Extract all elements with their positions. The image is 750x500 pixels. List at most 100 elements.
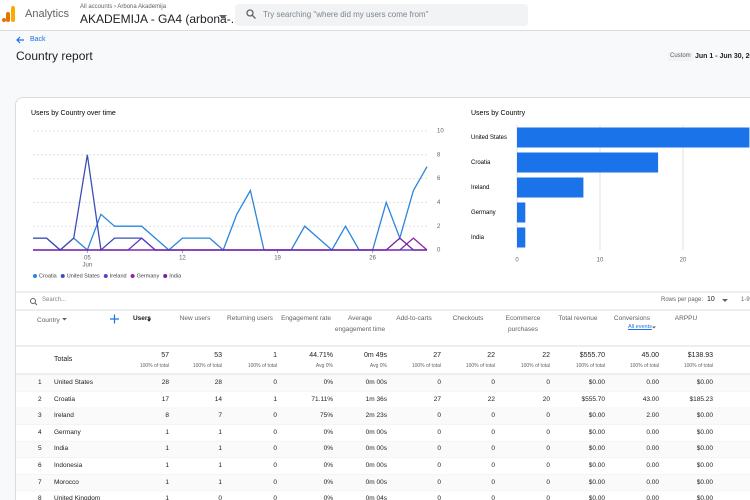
country-cell[interactable]: Ireland: [54, 412, 74, 420]
cell: 0: [273, 428, 277, 436]
row: [16, 441, 750, 458]
totals-value: $138.93: [687, 352, 713, 359]
category-label: India: [471, 235, 485, 241]
cell: $0.00: [696, 495, 713, 500]
totals-value: $555.70: [579, 352, 605, 359]
legend-label: Germany: [137, 273, 160, 279]
country-cell[interactable]: Germany: [54, 428, 81, 436]
app-name[interactable]: Analytics: [25, 8, 70, 20]
row: [16, 474, 750, 492]
cell: $0.00: [696, 462, 713, 469]
country-cell[interactable]: India: [54, 445, 69, 453]
cell: 0: [218, 495, 222, 500]
sort-arrow: [147, 317, 151, 322]
country-cell[interactable]: Morocco: [54, 478, 79, 486]
totals-value: 22: [542, 352, 550, 359]
x-tick-label: 10: [597, 258, 604, 264]
x-tick-label: 12: [179, 256, 186, 262]
column-subheader[interactable]: All events: [628, 324, 652, 330]
crumb[interactable]: Arbona Akademija: [117, 4, 167, 10]
cell: 14: [214, 395, 222, 403]
cell: 1: [165, 462, 169, 469]
country-cell[interactable]: United Kingdom: [54, 495, 101, 500]
back-link[interactable]: Back: [30, 36, 46, 43]
rows-per-page[interactable]: 10: [707, 296, 715, 303]
legend-label: Croatia: [39, 273, 58, 279]
cell: 0: [437, 428, 441, 436]
column-header[interactable]: New users: [179, 315, 211, 322]
column-header[interactable]: Users: [132, 315, 152, 322]
cell: 71.11%: [311, 395, 333, 403]
totals-value: 53: [214, 352, 222, 359]
date-chip[interactable]: Custom: [668, 52, 693, 62]
cell: 0: [437, 495, 441, 500]
cell: $0.00: [696, 379, 713, 386]
totals-value: 45.00: [641, 352, 659, 359]
search-placeholder[interactable]: Try searching "where did my users come f…: [263, 10, 429, 19]
legend-dot: [33, 274, 37, 278]
cell: 0: [437, 412, 441, 420]
cell: 8: [165, 412, 169, 420]
column-header[interactable]: Engagement rate: [281, 315, 331, 322]
crumb[interactable]: All accounts: [80, 4, 113, 10]
cell: 2m 23s: [365, 412, 387, 420]
dropdown-icon: [219, 15, 227, 19]
column-header[interactable]: Total revenue: [558, 315, 598, 322]
cell: 0: [546, 428, 550, 436]
cell: 0m 04s: [365, 495, 387, 500]
search-box[interactable]: [235, 4, 528, 26]
cell: 20: [542, 395, 550, 403]
category-label: Ireland: [471, 185, 489, 191]
x-tick-label: 0: [515, 258, 519, 264]
country-cell[interactable]: United States: [54, 379, 94, 386]
rows-per-page-label: Rows per page:: [661, 297, 704, 303]
property-picker[interactable]: AKADEMIJA - GA4 (arbona-...: [80, 12, 241, 26]
date-range[interactable]: Jun 1 - Jun 30, 202: [695, 53, 750, 60]
column-header[interactable]: ARPPU: [674, 315, 698, 322]
column-header[interactable]: Country: [37, 317, 60, 324]
cell: 0: [273, 478, 277, 486]
column-header[interactable]: Returning users: [227, 315, 273, 322]
cell: 1: [165, 428, 169, 436]
cell: 0%: [323, 445, 333, 453]
cell: 0: [491, 379, 495, 386]
row-index: 7: [38, 478, 42, 486]
dropdown-icon: [722, 299, 728, 302]
cell: $0.00: [588, 379, 605, 386]
y-tick-label: 0: [437, 248, 441, 254]
country-cell[interactable]: Croatia: [54, 395, 75, 403]
column-header[interactable]: Add-to-carts: [396, 315, 432, 322]
totals-sub: 100% of total: [520, 363, 550, 369]
cell: 0%: [323, 495, 333, 500]
sort-icon: [62, 318, 67, 321]
cell: 0m 00s: [365, 478, 387, 486]
y-tick-label: 4: [437, 200, 441, 206]
column-header[interactable]: Checkouts: [452, 315, 484, 322]
column-header[interactable]: Ecommerce purchases: [505, 315, 541, 334]
cell: 0: [273, 412, 277, 420]
category-label: United States: [471, 135, 507, 141]
line-series: [33, 237, 427, 251]
y-tick-label: 6: [437, 176, 441, 182]
cell: 0.00: [646, 478, 659, 486]
cell: 1m 36s: [365, 395, 387, 403]
cell: 0m 00s: [365, 445, 387, 453]
cell: 0: [491, 445, 495, 453]
country-cell[interactable]: Indonesia: [54, 462, 83, 469]
cell: 43.00: [642, 395, 659, 403]
column-header[interactable]: Average engagement time: [334, 315, 386, 334]
row: [16, 375, 750, 392]
cell: 1: [218, 428, 222, 436]
category-label: Croatia: [471, 160, 491, 166]
table-search[interactable]: Search...: [42, 297, 67, 303]
cell: 0: [273, 445, 277, 453]
column-header[interactable]: Conversions: [613, 315, 651, 322]
cell: 1: [165, 495, 169, 500]
cell: 2.00: [646, 412, 659, 420]
row: [16, 458, 750, 475]
cell: 28: [161, 379, 169, 386]
x-tick-label: 05: [84, 256, 91, 262]
totals-sub: 100% of total: [683, 363, 713, 369]
breadcrumb[interactable]: All accounts › Arbona Akademija: [80, 4, 167, 10]
totals-sub: 100% of total: [192, 363, 222, 369]
